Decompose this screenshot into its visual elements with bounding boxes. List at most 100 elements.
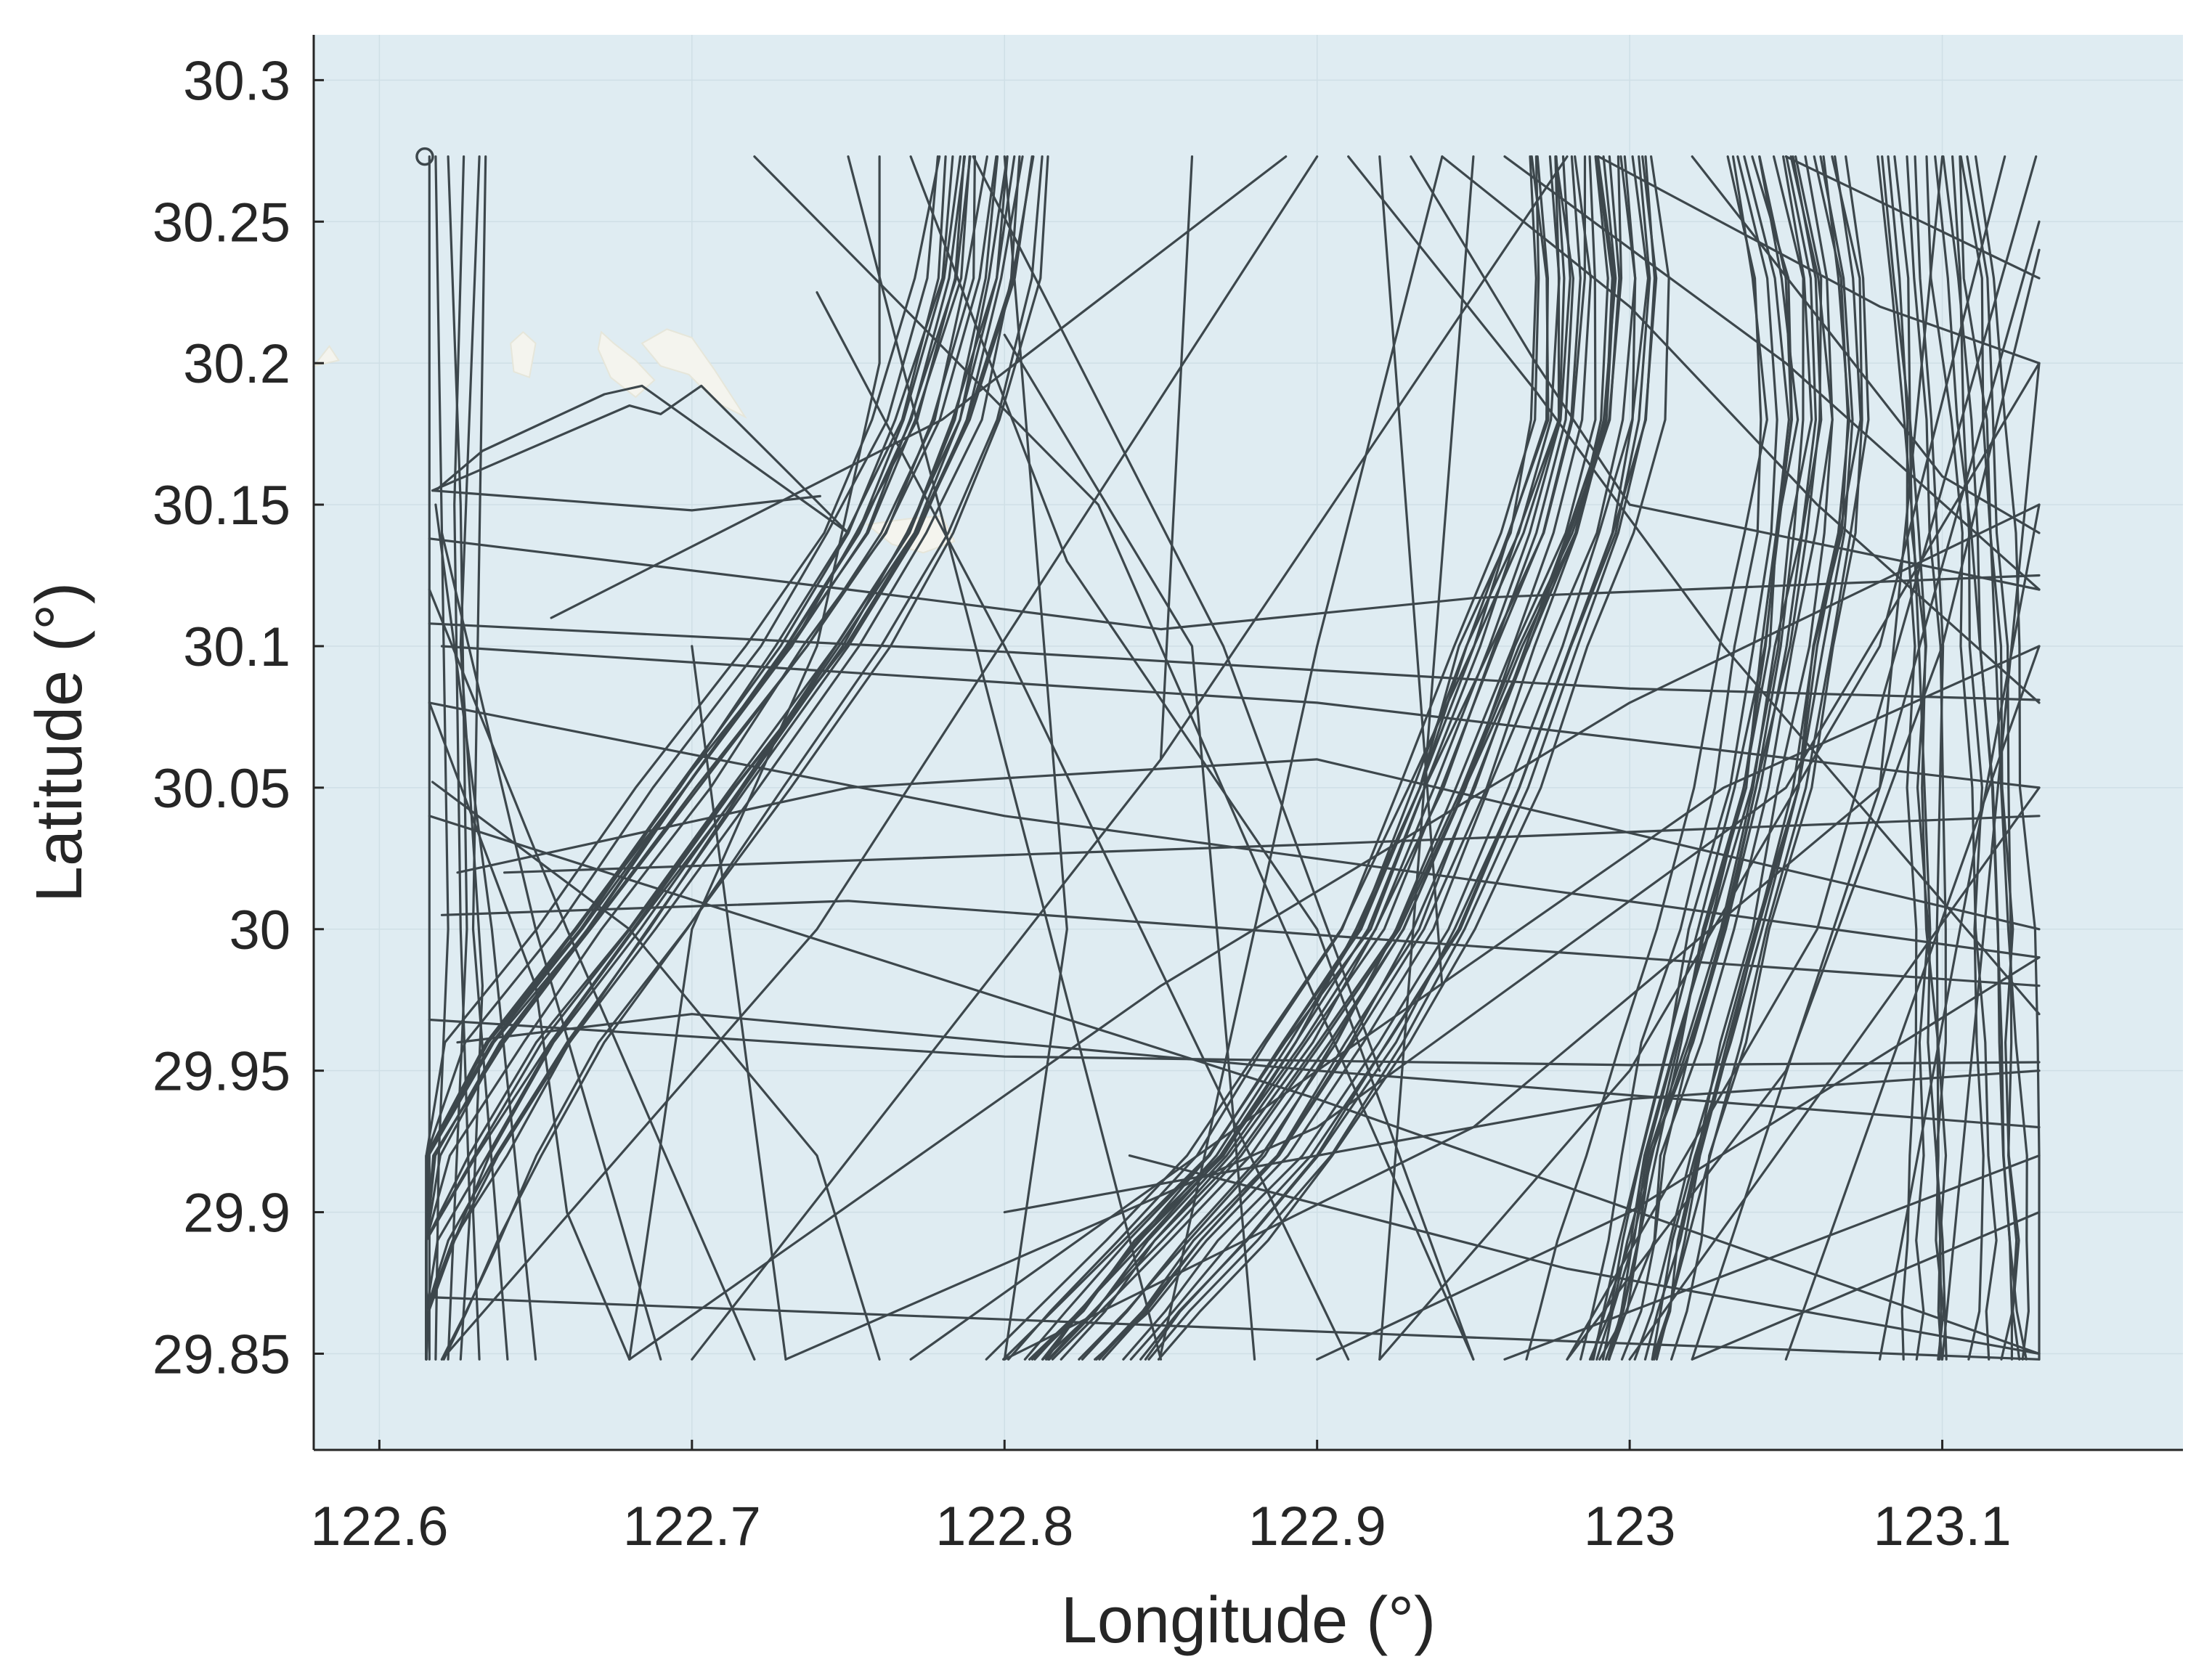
- x-tick-label: 122.9: [1248, 1496, 1386, 1557]
- track-line: [753, 155, 1475, 1361]
- track-line: [691, 155, 1569, 1361]
- track-line: [628, 155, 881, 1361]
- track-line: [459, 155, 484, 1361]
- track-line: [972, 155, 1381, 1072]
- track-line: [453, 155, 471, 1361]
- start-point-marker: [415, 147, 434, 166]
- track-line: [1048, 155, 1582, 1361]
- track-line: [1925, 155, 1998, 1361]
- axes: [312, 35, 2183, 1451]
- track-line: [503, 815, 2041, 874]
- track-line: [985, 155, 1566, 1361]
- track-line: [1651, 155, 1854, 1361]
- track-line: [1959, 155, 2021, 1361]
- track-line: [1007, 155, 1540, 1361]
- track-line: [471, 155, 509, 1361]
- land-area: [641, 328, 747, 419]
- track-line: [425, 155, 1024, 1361]
- track-line: [1081, 155, 1592, 1361]
- track-line: [1590, 155, 1813, 1361]
- track-line: [1003, 333, 1256, 1361]
- track-line: [1691, 155, 2041, 534]
- track-line: [1588, 155, 1778, 1361]
- track-line: [1347, 155, 2041, 1016]
- track-line: [550, 155, 1288, 619]
- y-axis-title: Latitude (°): [23, 582, 96, 902]
- y-tick-label: 30.05: [153, 758, 290, 820]
- track-line: [1122, 155, 1650, 1361]
- track-line: [1784, 155, 2041, 280]
- track-line: [1033, 155, 1571, 1361]
- x-tick-label: 123: [1584, 1496, 1676, 1557]
- track-line: [1597, 155, 2041, 364]
- track-line: [1045, 155, 1550, 1361]
- track-line: [431, 384, 850, 534]
- track-line: [1784, 645, 2041, 1361]
- track-line: [1876, 155, 1948, 1361]
- y-tick-label: 30.2: [183, 333, 290, 395]
- track-line: [1608, 155, 1834, 1361]
- track-line: [425, 155, 1021, 1361]
- y-tick-label: 29.9: [183, 1183, 290, 1244]
- track-line: [1887, 155, 1918, 1361]
- track-line: [1906, 155, 1947, 1361]
- track-line: [428, 537, 2041, 631]
- track-line: [1579, 155, 1762, 1361]
- track-line: [428, 701, 631, 1361]
- track-line: [1095, 155, 1609, 1361]
- track-line: [1941, 362, 2041, 1361]
- track-line: [1378, 155, 2006, 1361]
- track-line: [1060, 155, 1574, 1361]
- track-line: [1003, 155, 1068, 1361]
- track-line: [1378, 155, 1475, 1361]
- track-line: [1975, 155, 2041, 1361]
- track-line: [1046, 155, 1623, 1361]
- track-line: [425, 155, 1009, 1361]
- y-tick-label: 30.25: [153, 192, 290, 253]
- land-area: [312, 345, 341, 367]
- ship-tracks: [425, 155, 2041, 1361]
- x-tick-label: 123.1: [1873, 1496, 2011, 1557]
- track-line: [425, 1295, 2041, 1361]
- track-line: [440, 155, 1319, 1361]
- track-line: [1129, 155, 1656, 1361]
- y-tick-label: 30: [229, 900, 290, 961]
- x-tick-labels: 122.6 122.7 122.8 122.9 123 123.1: [310, 1496, 2011, 1557]
- y-tick-label: 29.95: [153, 1041, 290, 1103]
- track-line: [1651, 155, 1870, 1361]
- track-line: [1094, 155, 1637, 1361]
- y-tick-label: 30.3: [183, 50, 290, 112]
- track-line: [440, 155, 1049, 1361]
- x-axis-title: Longitude (°): [1061, 1584, 1436, 1657]
- track-line: [1592, 155, 1793, 1361]
- x-tick-label: 122.6: [310, 1496, 448, 1557]
- y-tick-label: 30.1: [183, 616, 290, 678]
- track-line: [1157, 155, 1670, 1361]
- track-line: [1595, 155, 1823, 1361]
- track-line: [1051, 155, 1617, 1361]
- x-tick-label: 122.8: [935, 1496, 1073, 1557]
- track-line: [1893, 155, 1930, 1361]
- track-line: [1002, 155, 1587, 1361]
- track-line: [691, 645, 787, 1361]
- track-line: [428, 622, 2041, 701]
- track-line: [1942, 155, 2013, 1361]
- track-line: [1525, 155, 1768, 1361]
- land-area: [510, 330, 537, 379]
- x-tick-label: 122.7: [623, 1496, 761, 1557]
- track-line: [1102, 155, 1616, 1361]
- track-line: [1139, 155, 1651, 1361]
- track-line: [1030, 155, 1561, 1361]
- track-line: [1914, 155, 1945, 1361]
- track-line: [1633, 155, 1862, 1361]
- track-line: [431, 489, 821, 512]
- track-line: [1601, 155, 1800, 1361]
- track-line: [1503, 155, 2041, 591]
- track-line: [1023, 155, 1561, 1361]
- track-line: [784, 362, 2041, 1361]
- y-tick-labels: 29.85 29.9 29.95 30 30.05 30.1 30.15 30.2 30.25 3…: [153, 50, 290, 1385]
- track-line: [442, 155, 1044, 1361]
- track-line: [1966, 155, 2018, 1361]
- track-line: [1628, 786, 2041, 1361]
